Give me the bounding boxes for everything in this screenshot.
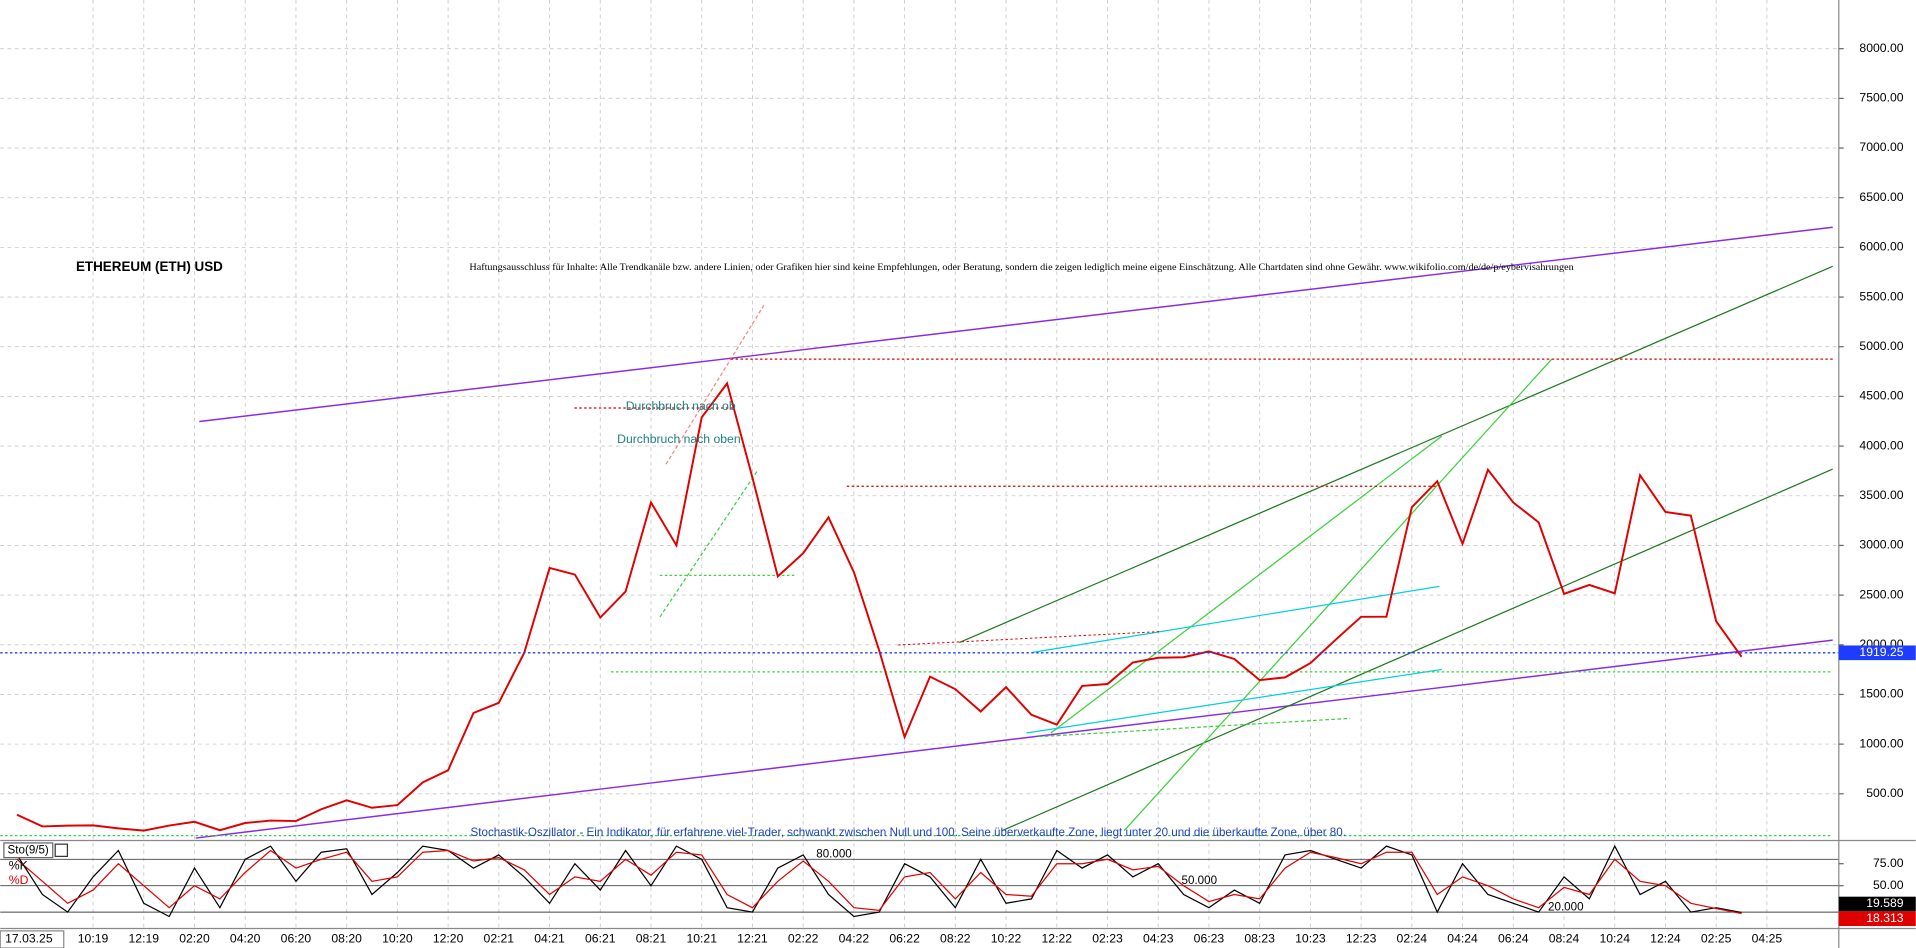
x-tick-label: 06:24 <box>1498 932 1529 946</box>
trend-line <box>195 639 1833 839</box>
y-tick-label: 75.00 <box>1873 856 1904 870</box>
indicator-title: Sto(9/5) <box>8 843 49 856</box>
annotation: Durchbruch nach ob <box>626 399 736 413</box>
x-tick-label: 08:24 <box>1549 932 1580 946</box>
x-tick-label: 10:24 <box>1599 932 1630 946</box>
value-box <box>1838 911 1916 927</box>
indicator-box <box>3 842 54 859</box>
level-label: 50.000 <box>1182 874 1217 887</box>
x-tick-label: 12:19 <box>128 932 159 946</box>
oscillator-note: Stochastik-Oszillator - Ein Indikator, f… <box>471 826 1346 839</box>
expand-button[interactable] <box>54 843 69 857</box>
trend-line <box>1123 358 1553 832</box>
legend-label: %D <box>9 873 29 887</box>
x-tick-label: 12:23 <box>1346 932 1377 946</box>
y-tick-label: 4500.00 <box>1859 389 1903 403</box>
x-tick-label: 06:20 <box>281 932 312 946</box>
x-tick-label: 02:24 <box>1397 932 1428 946</box>
disclaimer: Haftungsausschluss für Inhalte: Alle Tre… <box>469 262 1573 273</box>
y-tick-label: 2500.00 <box>1859 587 1903 601</box>
x-tick-label: 04:24 <box>1447 932 1478 946</box>
plot <box>0 381 1839 918</box>
x-tick-label: 06:22 <box>889 932 920 946</box>
x-tick-label: 10:23 <box>1295 932 1326 946</box>
y-tick-label: 5500.00 <box>1859 289 1903 303</box>
x-tick-label: 02:23 <box>1092 932 1123 946</box>
x-tick-label: 04:20 <box>230 932 261 946</box>
x-tick-label: 04:22 <box>839 932 870 946</box>
chart-title: ETHEREUM (ETH) USD <box>76 259 223 274</box>
value-label: 18.313 <box>1866 911 1904 925</box>
y-tick-label: 6000.00 <box>1859 240 1903 254</box>
x-tick-label: 08:20 <box>331 932 362 946</box>
trend-line <box>958 265 1833 644</box>
y-tick-label: 5000.00 <box>1859 339 1903 353</box>
y-tick-label: 6500.00 <box>1859 190 1903 204</box>
x-tick-label: 02:21 <box>484 932 515 946</box>
x-tick-label: 02:22 <box>788 932 819 946</box>
value-box <box>1838 896 1916 912</box>
x-tick-label: 08:23 <box>1244 932 1275 946</box>
x-tick-label: 08:21 <box>636 932 667 946</box>
x-tick-label: 04:23 <box>1143 932 1174 946</box>
y-tick-label: 8000.00 <box>1859 41 1903 55</box>
level-label: 20.000 <box>1548 900 1583 913</box>
x-tick-label: 08:22 <box>940 932 971 946</box>
x-tick-label: 06:23 <box>1194 932 1225 946</box>
trend-line <box>199 226 1833 423</box>
trend-line <box>665 305 765 465</box>
x-tick-label: 02:20 <box>179 932 210 946</box>
x-tick-label: 02:25 <box>1701 932 1732 946</box>
price-line <box>16 844 1742 918</box>
level-label: 80.000 <box>816 847 851 860</box>
y-tick-label: 50.00 <box>1873 878 1904 892</box>
x-tick-label: 10:21 <box>686 932 717 946</box>
y-tick-label: 1500.00 <box>1859 687 1903 701</box>
date-box <box>0 930 65 948</box>
trend-line <box>659 469 759 618</box>
y-tick-label: 7000.00 <box>1859 140 1903 154</box>
y-tick-label: 4000.00 <box>1859 438 1903 452</box>
last-price-box <box>1838 645 1916 661</box>
y-tick-label: 3500.00 <box>1859 488 1903 502</box>
y-tick-label: 7500.00 <box>1859 91 1903 105</box>
trend-line <box>1026 668 1442 734</box>
x-tick-label: 10:22 <box>991 932 1022 946</box>
x-tick-label: 12:20 <box>433 932 464 946</box>
legend-label: %K <box>9 858 28 872</box>
annotation: Durchbruch nach oben <box>617 432 740 446</box>
last-price-label: 1919.25 <box>1859 645 1903 659</box>
grid <box>0 0 1839 929</box>
y-tick-label: 500.00 <box>1866 786 1904 800</box>
x-tick-label: 12:24 <box>1650 932 1681 946</box>
value-label: 19.589 <box>1866 896 1904 910</box>
x-tick-label: 04:25 <box>1752 932 1783 946</box>
x-tick-label: 12:21 <box>737 932 768 946</box>
trend-line <box>1038 717 1351 738</box>
trend-lines <box>0 226 1833 839</box>
y-tick-label: 1000.00 <box>1859 736 1903 750</box>
price-line <box>16 381 1743 832</box>
price-line <box>16 849 1742 915</box>
x-tick-label: 10:20 <box>382 932 413 946</box>
date-label: 17.03.25 <box>5 932 53 946</box>
x-tick-label: 12:22 <box>1042 932 1073 946</box>
x-tick-label: 10:19 <box>78 932 109 946</box>
trend-line <box>1032 585 1440 653</box>
x-tick-label: 04:21 <box>534 932 565 946</box>
y-tick-label: 3000.00 <box>1859 538 1903 552</box>
x-tick-label: 06:21 <box>585 932 616 946</box>
